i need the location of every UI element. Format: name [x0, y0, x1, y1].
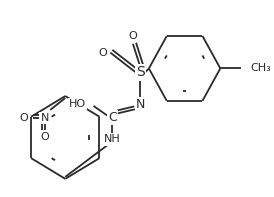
Text: C: C: [108, 111, 117, 124]
Text: O: O: [98, 48, 107, 58]
Text: O: O: [129, 31, 137, 41]
Text: N: N: [41, 113, 49, 123]
Text: N: N: [136, 98, 145, 112]
Text: NH: NH: [104, 134, 121, 144]
Text: O: O: [40, 132, 49, 142]
Text: O: O: [19, 113, 28, 123]
Text: CH₃: CH₃: [250, 63, 271, 73]
Text: HO: HO: [69, 99, 86, 109]
Text: S: S: [136, 65, 145, 79]
